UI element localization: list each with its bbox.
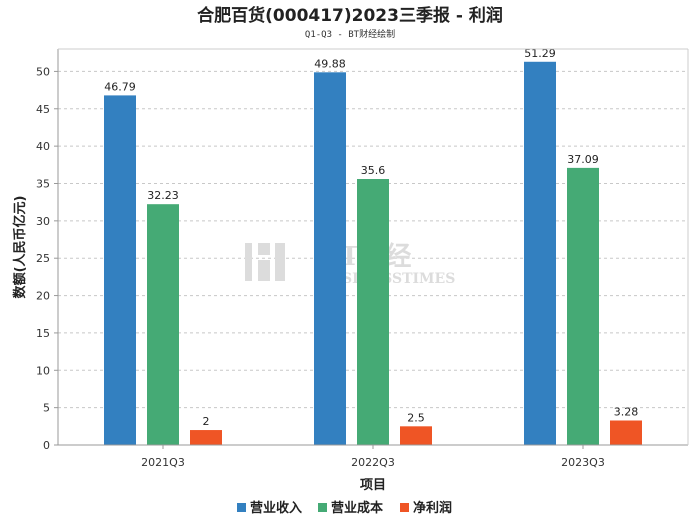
data-label: 32.23 — [147, 189, 179, 202]
y-tick-label: 0 — [43, 439, 50, 452]
chart-title: 合肥百货(000417)2023三季报 - 利润 — [197, 5, 503, 26]
legend-item: 营业收入 — [250, 500, 302, 516]
data-label: 3.28 — [614, 405, 639, 418]
legend-swatch — [237, 503, 246, 512]
legend: 营业收入 营业成本 净利润 — [237, 500, 452, 516]
x-axis-ticks: 2021Q3 2022Q3 2023Q3 — [141, 445, 605, 469]
data-label: 2 — [203, 415, 210, 428]
y-tick-label: 50 — [36, 65, 50, 78]
bar — [314, 72, 346, 445]
y-tick-label: 35 — [36, 177, 50, 190]
data-label: 49.88 — [314, 57, 346, 70]
bar — [524, 61, 556, 445]
legend-swatch — [318, 503, 327, 512]
x-axis-label: 项目 — [360, 478, 386, 493]
watermark: BT财经 BUSINESSTIMES — [245, 241, 455, 287]
bar — [190, 430, 222, 445]
bars — [104, 61, 642, 446]
y-tick-label: 10 — [36, 364, 50, 377]
bar — [357, 179, 389, 445]
y-axis-label: 数额(人民币亿元) — [12, 196, 28, 299]
y-axis-ticks: 0 5 10 15 20 25 30 35 40 45 50 — [36, 65, 58, 452]
x-tick-label: 2021Q3 — [141, 456, 185, 469]
bar — [610, 420, 642, 445]
y-tick-label: 5 — [43, 402, 50, 415]
y-tick-label: 30 — [36, 215, 50, 228]
legend-item: 营业成本 — [331, 500, 383, 516]
data-labels: 46.79 32.23 2 49.88 35.6 2.5 51.29 37.09 3.28 — [104, 47, 638, 428]
data-label: 51.29 — [524, 47, 556, 60]
chart-subtitle: Q1-Q3 - BT财经绘制 — [305, 28, 395, 40]
y-tick-label: 20 — [36, 290, 50, 303]
y-tick-label: 40 — [36, 140, 50, 153]
bar — [400, 426, 432, 445]
data-label: 46.79 — [104, 80, 136, 93]
data-label: 35.6 — [361, 164, 386, 177]
legend-swatch — [400, 503, 409, 512]
data-label: 37.09 — [567, 153, 599, 166]
bar — [104, 95, 136, 446]
legend-item: 净利润 — [413, 500, 452, 516]
bar — [567, 167, 599, 446]
y-tick-label: 15 — [36, 327, 50, 340]
y-tick-label: 25 — [36, 252, 50, 265]
y-tick-label: 45 — [36, 103, 50, 116]
bar — [147, 204, 179, 445]
x-tick-label: 2022Q3 — [351, 456, 395, 469]
data-label: 2.5 — [407, 411, 425, 424]
x-tick-label: 2023Q3 — [561, 456, 605, 469]
